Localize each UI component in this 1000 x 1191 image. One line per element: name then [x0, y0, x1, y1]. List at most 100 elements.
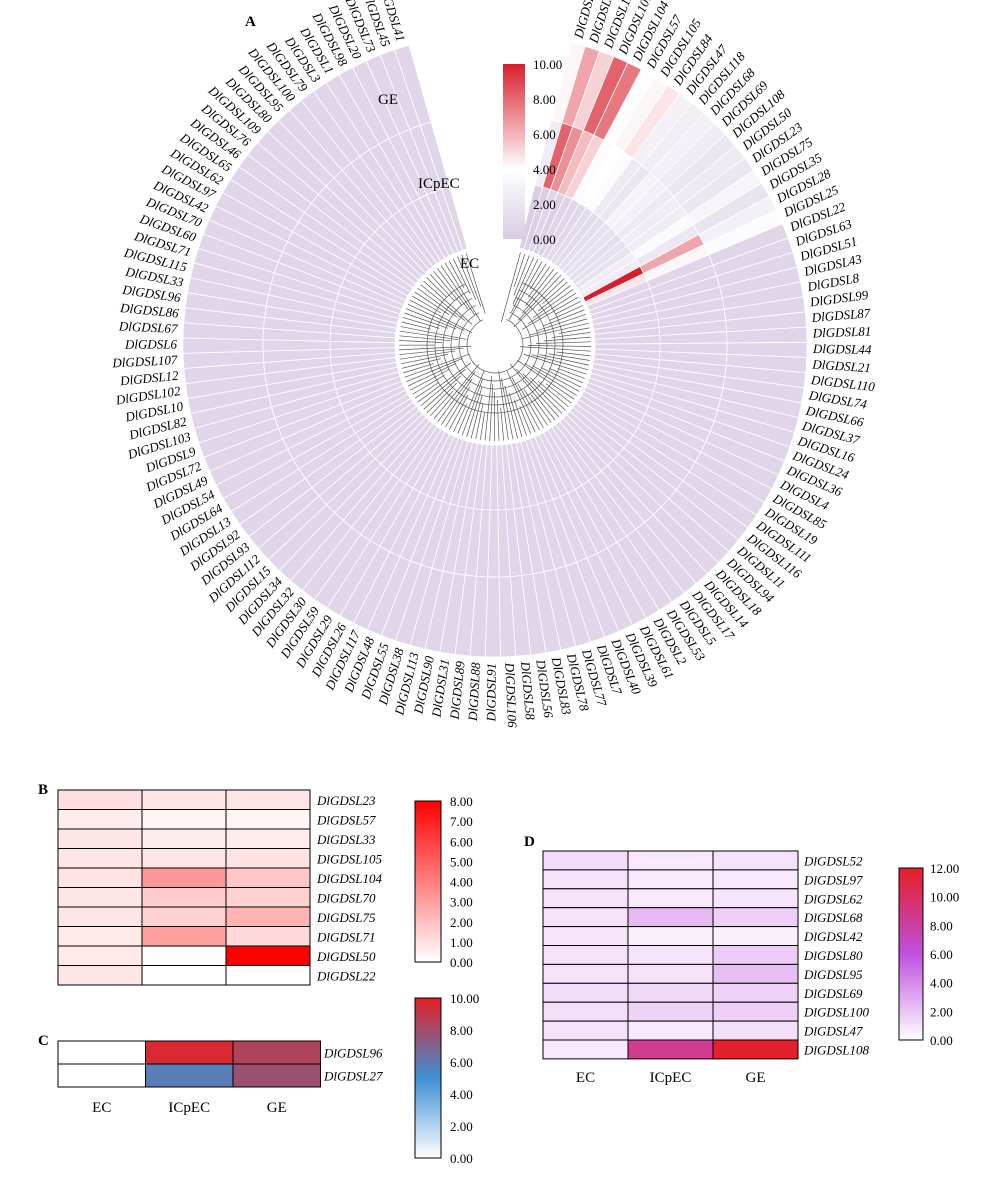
- gene-label: DlGDSL100: [803, 1005, 870, 1020]
- dendrogram-arc: [466, 319, 524, 374]
- dendrogram-branch: [461, 378, 484, 436]
- colorbar-d-gradient: [898, 867, 924, 1041]
- dendrogram-branch: [557, 368, 586, 379]
- dendrogram-branch: [436, 268, 469, 311]
- dendrogram-branch: [519, 346, 591, 352]
- column-label: EC: [576, 1070, 595, 1086]
- heatmap-cell: [57, 867, 143, 888]
- dendrogram-branch: [517, 383, 544, 429]
- dendrogram-branch: [412, 295, 441, 314]
- dendrogram-branch: [417, 362, 472, 403]
- colorbar-tick-label: 3.00: [450, 895, 473, 910]
- heatmap-cell: [627, 850, 714, 871]
- heatmap-cell: [712, 982, 799, 1003]
- heatmap-cell: [627, 1039, 714, 1060]
- gene-label: DlGDSL107: [111, 352, 178, 370]
- dendrogram-branch: [513, 399, 527, 436]
- heatmap-cell: [57, 848, 143, 869]
- dendrogram-branch: [500, 407, 505, 441]
- heatmap-cell: [141, 848, 227, 869]
- gene-label: DlGDSL42: [803, 929, 863, 944]
- gene-label: DlGDSL88: [465, 662, 483, 723]
- heatmap-cell: [141, 809, 227, 830]
- ring-label: GE: [378, 92, 398, 108]
- heatmap-cell: [627, 907, 714, 928]
- dendrogram-branch: [452, 258, 471, 294]
- dendrogram-branch: [404, 312, 448, 329]
- heatmap-cell: [225, 926, 311, 947]
- dendrogram-branch: [448, 260, 465, 289]
- dendrogram-branch: [537, 380, 569, 408]
- dendrogram-branch: [527, 345, 591, 347]
- gene-label: DlGDSL108: [803, 1042, 870, 1057]
- heatmap-cell: [141, 926, 227, 947]
- dendrogram-branch: [523, 353, 587, 375]
- colorbar-a: 10.00 8.00 6.00 4.00 2.00 0.00: [503, 57, 562, 247]
- gene-label: DlGDSL6: [124, 337, 178, 352]
- dendrogram-branch: [521, 296, 579, 330]
- gene-label: DlGDSL89: [447, 660, 468, 721]
- dendrogram-branch: [506, 371, 536, 433]
- dendrogram-branch: [449, 394, 469, 430]
- colorbar-tick-label: 2.00: [450, 1119, 473, 1134]
- dendrogram-branch: [444, 262, 481, 322]
- gene-labels-b: DlGDSL23 DlGDSL57 DlGDSL33 DlGDSL105 DlGDSL1…: [316, 793, 383, 984]
- heatmap-cell: [141, 789, 227, 810]
- dendrogram-branch: [511, 377, 540, 431]
- dendrogram-branch: [429, 274, 455, 302]
- dendrogram-branch: [545, 383, 572, 404]
- dendrogram-branch: [406, 308, 457, 330]
- colorbar-tick-label: 6.00: [930, 947, 953, 962]
- heatmap-cell: [542, 850, 629, 871]
- gene-label: DlGDSL106: [502, 661, 520, 728]
- dendrogram-branch: [542, 281, 568, 304]
- heatmap-cell: [542, 982, 629, 1003]
- dendrogram-branch: [531, 354, 588, 371]
- dendrogram-branch: [414, 381, 440, 399]
- gene-label: DlGDSL44: [812, 341, 872, 357]
- dendrogram-branch: [402, 317, 440, 329]
- heatmap-cell: [542, 1039, 629, 1060]
- dendrogram-branch: [519, 406, 532, 435]
- heatmap-cell: [57, 828, 143, 849]
- dendrogram-branch: [527, 266, 551, 298]
- dendrogram-branch: [543, 309, 585, 327]
- gene-labels-d: DlGDSL52 DlGDSL97 DlGDSL62 DlGDSL68 DlGDSL42…: [803, 853, 870, 1057]
- dendrogram-branch: [484, 375, 493, 441]
- dendrogram-branch: [399, 347, 464, 355]
- colorbar-tick-label: 0.00: [533, 232, 556, 247]
- dendrogram-branch: [400, 326, 467, 340]
- dendrogram-branch: [522, 271, 558, 314]
- heatmap-cell: [627, 1020, 714, 1041]
- gene-label: DlGDSL47: [803, 1024, 863, 1039]
- dendrogram-branch: [417, 287, 458, 318]
- colorbar-tick-label: 0.00: [450, 1151, 473, 1166]
- gene-label: DlGDSL12: [118, 368, 179, 389]
- dendrogram-branch: [540, 367, 582, 388]
- column-label: GE: [267, 1100, 287, 1116]
- heatmap-cell: [627, 888, 714, 909]
- gene-label: DlGDSL21: [811, 356, 871, 375]
- colorbar-tick-label: 10.00: [450, 991, 479, 1006]
- dendrogram-branch: [433, 270, 463, 306]
- gene-label: DlGDSL23: [316, 793, 376, 808]
- colorbar-b-gradient: [414, 800, 442, 963]
- heatmap-cell: [542, 1001, 629, 1022]
- dendrogram-branch: [399, 330, 459, 341]
- dendrogram-branch: [423, 375, 462, 410]
- heatmap-cell: [141, 945, 227, 966]
- dendrogram-branch: [529, 263, 547, 290]
- heatmap-cell: [542, 907, 629, 928]
- dendrogram-branch: [461, 254, 482, 307]
- dendrogram-branch: [549, 305, 583, 321]
- dendrogram-branch: [555, 301, 581, 315]
- heatmap-cell: [542, 1020, 629, 1041]
- dendrogram-branch: [556, 351, 591, 357]
- dendrogram-branch: [527, 292, 577, 325]
- heatmap-cell: [627, 1001, 714, 1022]
- dendrogram-branch: [423, 280, 473, 325]
- dendrogram-arc: [442, 297, 548, 398]
- heatmap-cell: [57, 965, 143, 986]
- column-label: ICpEC: [650, 1070, 692, 1086]
